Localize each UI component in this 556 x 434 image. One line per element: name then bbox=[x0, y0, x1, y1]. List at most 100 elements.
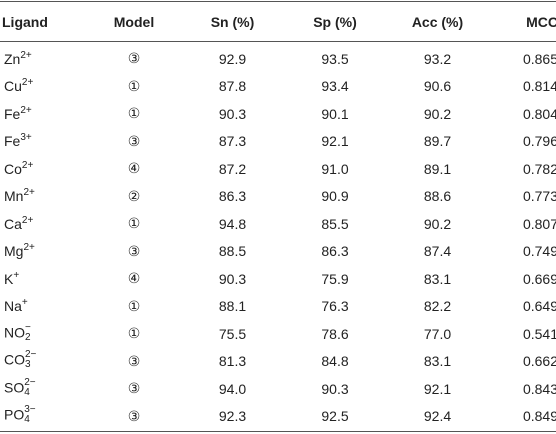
ligand-cell: Mn2+ bbox=[0, 183, 88, 211]
mcc-cell: 0.843 bbox=[522, 380, 556, 397]
ligand-charge-stack: 2− 4 bbox=[24, 376, 36, 398]
sn-cell: 86.3 bbox=[218, 188, 247, 205]
table-row: Fe2+ ① 90.3 90.1 90.2 0.804 bbox=[0, 100, 556, 128]
mcc-cell: 0.773 bbox=[522, 188, 556, 205]
sp-cell: 85.5 bbox=[321, 215, 349, 232]
table-row: Na+ ① 88.1 76.3 82.2 0.649 bbox=[0, 293, 556, 321]
mcc-cell: 0.807 bbox=[522, 215, 556, 232]
ligand-subscript: 4 bbox=[24, 386, 30, 398]
ligand-charge-stack: 2− 3 bbox=[25, 350, 36, 370]
ligand-cell: Zn2+ bbox=[0, 41, 88, 73]
ligand-charge: 2− bbox=[24, 376, 36, 388]
table-row: Fe3+ ③ 87.3 92.1 89.7 0.796 bbox=[0, 128, 556, 156]
ligand-charge: − bbox=[25, 321, 31, 333]
table-header: Ligand Model Sn (%) Sp (%) Acc (%) MCC bbox=[0, 2, 556, 41]
sp-cell: 75.9 bbox=[321, 270, 349, 287]
ligand-cell: SO 2− 4 bbox=[0, 375, 88, 403]
sn-cell: 75.5 bbox=[218, 325, 247, 342]
acc-cell: 90.6 bbox=[423, 78, 452, 95]
ligand-cell: Fe2+ bbox=[0, 100, 88, 128]
model-cell: ③ bbox=[127, 407, 141, 424]
table-header-rule bbox=[0, 41, 556, 42]
table-row: Ca2+ ① 94.8 85.5 90.2 0.807 bbox=[0, 210, 556, 238]
sn-cell: 90.3 bbox=[218, 270, 247, 287]
table-row: NO −2 ① 75.5 78.6 77.0 0.541 bbox=[0, 320, 556, 348]
sp-cell: 91.0 bbox=[321, 160, 349, 177]
sn-cell: 88.1 bbox=[218, 298, 247, 315]
sn-cell: 90.3 bbox=[218, 105, 247, 122]
acc-cell: 88.6 bbox=[423, 188, 452, 205]
sp-cell: 84.8 bbox=[321, 353, 349, 370]
header-acc: Acc (%) bbox=[411, 13, 464, 30]
ligand-charge: + bbox=[13, 269, 20, 281]
mcc-cell: 0.669 bbox=[522, 270, 556, 287]
ligand-charge: 2+ bbox=[21, 214, 34, 226]
acc-cell: 90.2 bbox=[423, 105, 452, 122]
ligand-base: Zn bbox=[4, 50, 21, 67]
mcc-cell: 0.865 bbox=[522, 50, 556, 67]
ligand-cell: NO −2 bbox=[0, 320, 88, 348]
ligand-charge: 2+ bbox=[23, 187, 35, 199]
table-bottom-rule bbox=[0, 431, 556, 432]
sp-cell: 90.3 bbox=[321, 380, 349, 397]
model-cell: ① bbox=[127, 297, 141, 314]
mcc-cell: 0.804 bbox=[522, 105, 556, 122]
ligand-cell: K+ bbox=[0, 265, 88, 293]
model-cell: ② bbox=[127, 187, 141, 204]
sn-cell: 87.8 bbox=[218, 78, 247, 95]
ligand-base: Mn bbox=[4, 188, 24, 205]
ligand-charge: 2+ bbox=[20, 49, 32, 61]
table-top-rule bbox=[0, 1, 556, 2]
ligand-charge: 2− bbox=[25, 349, 37, 361]
model-cell: ③ bbox=[127, 132, 141, 149]
table-body: Zn2+ ③ 92.9 93.5 93.2 0.865 Cu2+ ① 87.8 93.4 90.6 0… bbox=[0, 41, 556, 430]
header-mcc: MCC bbox=[526, 13, 556, 30]
acc-cell: 83.1 bbox=[423, 353, 452, 370]
ligand-charge: 2+ bbox=[23, 242, 35, 254]
table-row: K+ ④ 90.3 75.9 83.1 0.669 bbox=[0, 265, 556, 293]
model-cell: ① bbox=[127, 215, 141, 232]
sn-cell: 88.5 bbox=[218, 243, 247, 260]
ligand-subscript: 4 bbox=[24, 414, 30, 426]
ligand-charge: 2+ bbox=[21, 159, 34, 171]
sp-cell: 78.6 bbox=[321, 325, 349, 342]
sn-cell: 87.2 bbox=[218, 160, 247, 177]
model-cell: ③ bbox=[127, 352, 141, 369]
ligand-cell: PO 3− 4 bbox=[0, 403, 88, 431]
sp-cell: 86.3 bbox=[321, 243, 349, 260]
acc-cell: 92.4 bbox=[423, 408, 452, 425]
ligand-cell: Cu2+ bbox=[0, 73, 88, 101]
table-row: Co2+ ④ 87.2 91.0 89.1 0.782 bbox=[0, 155, 556, 183]
model-cell: ① bbox=[127, 325, 141, 342]
model-cell: ① bbox=[127, 77, 141, 94]
ligand-base: Cu bbox=[4, 78, 22, 95]
mcc-cell: 0.796 bbox=[522, 133, 556, 150]
mcc-cell: 0.849 bbox=[522, 408, 556, 425]
ligand-cell: Co2+ bbox=[0, 155, 88, 183]
ligand-base: Mg bbox=[4, 243, 24, 260]
model-cell: ③ bbox=[127, 50, 141, 67]
model-cell: ① bbox=[127, 105, 141, 122]
ligand-base: SO bbox=[4, 379, 25, 396]
table-row: Mg2+ ③ 88.5 86.3 87.4 0.749 bbox=[0, 238, 556, 266]
ligand-base: Fe bbox=[4, 105, 21, 122]
header-sn: Sn (%) bbox=[210, 13, 255, 30]
acc-cell: 92.1 bbox=[423, 380, 452, 397]
sp-cell: 93.5 bbox=[321, 50, 349, 67]
ligand-base: K bbox=[4, 270, 14, 287]
mcc-cell: 0.541 bbox=[522, 325, 556, 342]
table-row: PO 3− 4 ③ 92.3 92.5 92.4 0.849 bbox=[0, 403, 556, 431]
ligand-charge: 2+ bbox=[20, 104, 32, 116]
sn-cell: 92.9 bbox=[218, 50, 247, 67]
model-cell: ④ bbox=[127, 160, 141, 177]
sp-cell: 92.1 bbox=[321, 133, 349, 150]
mcc-cell: 0.662 bbox=[522, 353, 556, 370]
header-ligand: Ligand bbox=[2, 13, 48, 30]
sn-cell: 92.3 bbox=[218, 408, 247, 425]
sp-cell: 90.9 bbox=[321, 188, 349, 205]
acc-cell: 77.0 bbox=[423, 325, 452, 342]
ligand-base: NO bbox=[4, 324, 25, 341]
acc-cell: 90.2 bbox=[423, 215, 452, 232]
ligand-cell: Fe3+ bbox=[0, 128, 88, 156]
